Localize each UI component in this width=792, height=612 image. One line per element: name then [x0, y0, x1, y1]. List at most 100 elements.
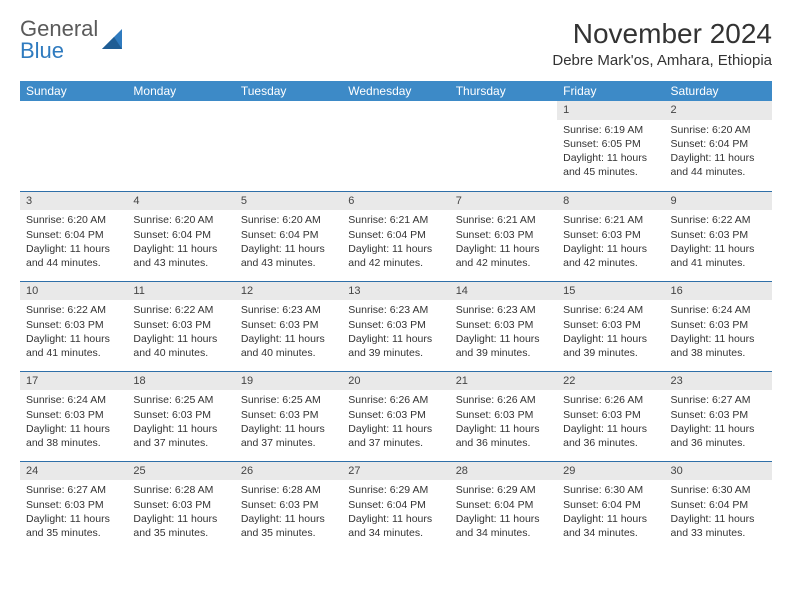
sunset: Sunset: 6:03 PM	[671, 229, 749, 241]
weekday-saturday: Saturday	[665, 81, 772, 101]
weekday-sunday: Sunday	[20, 81, 127, 101]
calendar-cell: 3Sunrise: 6:20 AMSunset: 6:04 PMDaylight…	[20, 191, 127, 281]
sunrise: Sunrise: 6:30 AM	[563, 484, 643, 496]
sunrise: Sunrise: 6:28 AM	[133, 484, 213, 496]
day-number: 22	[557, 372, 664, 391]
day-content: Sunrise: 6:28 AMSunset: 6:03 PMDaylight:…	[235, 480, 342, 546]
sunrise: Sunrise: 6:22 AM	[133, 304, 213, 316]
calendar-cell: ··	[342, 101, 449, 191]
day-number: 12	[235, 282, 342, 301]
day-content: Sunrise: 6:27 AMSunset: 6:03 PMDaylight:…	[665, 390, 772, 456]
sunrise: Sunrise: 6:25 AM	[241, 394, 321, 406]
sunrise: Sunrise: 6:22 AM	[26, 304, 106, 316]
calendar-cell: 28Sunrise: 6:29 AMSunset: 6:04 PMDayligh…	[450, 461, 557, 551]
day-number: 10	[20, 282, 127, 301]
weekday-wednesday: Wednesday	[342, 81, 449, 101]
sunset: Sunset: 6:04 PM	[133, 229, 211, 241]
calendar-cell: 2Sunrise: 6:20 AMSunset: 6:04 PMDaylight…	[665, 101, 772, 191]
daylight: Daylight: 11 hours and 42 minutes.	[348, 243, 432, 269]
sunset: Sunset: 6:04 PM	[671, 138, 749, 150]
daylight: Daylight: 11 hours and 38 minutes.	[26, 423, 110, 449]
sunrise: Sunrise: 6:23 AM	[348, 304, 428, 316]
sunrise: Sunrise: 6:21 AM	[563, 214, 643, 226]
daylight: Daylight: 11 hours and 36 minutes.	[563, 423, 647, 449]
sunrise: Sunrise: 6:28 AM	[241, 484, 321, 496]
calendar-cell: 30Sunrise: 6:30 AMSunset: 6:04 PMDayligh…	[665, 461, 772, 551]
day-number: 17	[20, 372, 127, 391]
daylight: Daylight: 11 hours and 42 minutes.	[456, 243, 540, 269]
title-block: November 2024 Debre Mark'os, Amhara, Eth…	[552, 18, 772, 69]
sunset: Sunset: 6:03 PM	[241, 319, 319, 331]
day-content: Sunrise: 6:20 AMSunset: 6:04 PMDaylight:…	[20, 210, 127, 276]
daylight: Daylight: 11 hours and 38 minutes.	[671, 333, 755, 359]
day-content: Sunrise: 6:20 AMSunset: 6:04 PMDaylight:…	[127, 210, 234, 276]
daylight: Daylight: 11 hours and 36 minutes.	[671, 423, 755, 449]
day-content: Sunrise: 6:21 AM Sunset: 6:03 PM Daylight:…	[557, 210, 664, 276]
calendar-cell: 19Sunrise: 6:25 AMSunset: 6:03 PMDayligh…	[235, 371, 342, 461]
sunrise: Sunrise: 6:24 AM	[563, 304, 643, 316]
day-number: 28	[450, 462, 557, 481]
calendar-cell: 18Sunrise: 6:25 AMSunset: 6:03 PMDayligh…	[127, 371, 234, 461]
day-content: Sunrise: 6:24 AMSunset: 6:03 PMDaylight:…	[665, 300, 772, 366]
header: General Blue November 2024 Debre Mark'os…	[20, 18, 772, 69]
sunrise: Sunrise: 6:27 AM	[26, 484, 106, 496]
day-content: Sunrise: 6:19 AMSunset: 6:05 PMDaylight:…	[557, 120, 664, 186]
daylight: Daylight: 11 hours and 45 minutes.	[563, 152, 647, 178]
daylight: Daylight: 11 hours and 39 minutes.	[563, 333, 647, 359]
day-number: 5	[235, 192, 342, 211]
sunrise: Sunrise: 6:21 AM	[456, 214, 536, 226]
calendar-cell: 25Sunrise: 6:28 AMSunset: 6:03 PMDayligh…	[127, 461, 234, 551]
day-number: 23	[665, 372, 772, 391]
sunrise: Sunrise: 6:20 AM	[133, 214, 213, 226]
sunrise: Sunrise: 6:26 AM	[456, 394, 536, 406]
calendar-row: 17Sunrise: 6:24 AMSunset: 6:03 PMDayligh…	[20, 371, 772, 461]
day-number: 29	[557, 462, 664, 481]
calendar-row: 10 Sunrise: 6:22 AM Sunset: 6:03 PM Dayligh…	[20, 281, 772, 371]
day-number: 15	[557, 282, 664, 301]
day-number: 25	[127, 462, 234, 481]
day-content: Sunrise: 6:23 AMSunset: 6:03 PMDaylight:…	[450, 300, 557, 366]
day-number: 18	[127, 372, 234, 391]
calendar-cell: 7Sunrise: 6:21 AMSunset: 6:03 PMDaylight…	[450, 191, 557, 281]
calendar-row: 3Sunrise: 6:20 AMSunset: 6:04 PMDaylight…	[20, 191, 772, 281]
daylight: Daylight: 11 hours and 44 minutes.	[26, 243, 110, 269]
calendar-cell: 5Sunrise: 6:20 AMSunset: 6:04 PMDaylight…	[235, 191, 342, 281]
sunrise: Sunrise: 6:20 AM	[241, 214, 321, 226]
day-content: Sunrise: 6:26 AM Sunset: 6:03 PM Daylight:…	[557, 390, 664, 456]
calendar-body: ··········1Sunrise: 6:19 AMSunset: 6:05 …	[20, 101, 772, 551]
day-content: Sunrise: 6:30 AMSunset: 6:04 PMDaylight:…	[665, 480, 772, 546]
sunrise: Sunrise: 6:26 AM	[563, 394, 643, 406]
calendar-cell: 4Sunrise: 6:20 AMSunset: 6:04 PMDaylight…	[127, 191, 234, 281]
day-content: Sunrise: 6:20 AMSunset: 6:04 PMDaylight:…	[235, 210, 342, 276]
day-content: Sunrise: 6:28 AMSunset: 6:03 PMDaylight:…	[127, 480, 234, 546]
sunrise: Sunrise: 6:29 AM	[456, 484, 536, 496]
sunset: Sunset: 6:03 PM	[133, 499, 211, 511]
daylight: Daylight: 11 hours and 34 minutes.	[348, 513, 432, 539]
day-content: Sunrise: 6:22 AMSunset: 6:03 PMDaylight:…	[665, 210, 772, 276]
calendar-cell: ··	[127, 101, 234, 191]
sunrise: Sunrise: 6:24 AM	[671, 304, 751, 316]
sunset: Sunset: 6:03 PM	[563, 229, 641, 241]
sunset: Sunset: 6:04 PM	[563, 499, 641, 511]
daylight: Daylight: 11 hours and 37 minutes.	[348, 423, 432, 449]
day-number: 14	[450, 282, 557, 301]
daylight: Daylight: 11 hours and 42 minutes.	[563, 243, 647, 269]
sunset: Sunset: 6:03 PM	[133, 319, 211, 331]
sunset: Sunset: 6:03 PM	[563, 409, 641, 421]
calendar-cell: 12Sunrise: 6:23 AMSunset: 6:03 PMDayligh…	[235, 281, 342, 371]
sunset: Sunset: 6:03 PM	[456, 319, 534, 331]
weekday-header-row: SundayMondayTuesdayWednesdayThursdayFrid…	[20, 81, 772, 101]
sunset: Sunset: 6:03 PM	[348, 319, 426, 331]
day-content: Sunrise: 6:26 AMSunset: 6:03 PMDaylight:…	[342, 390, 449, 456]
sunset: Sunset: 6:04 PM	[348, 499, 426, 511]
day-content: Sunrise: 6:24 AMSunset: 6:03 PMDaylight:…	[20, 390, 127, 456]
sunrise: Sunrise: 6:22 AM	[671, 214, 751, 226]
day-content: Sunrise: 6:21 AMSunset: 6:03 PMDaylight:…	[450, 210, 557, 276]
calendar-cell: ··	[20, 101, 127, 191]
calendar-cell: 24Sunrise: 6:27 AMSunset: 6:03 PMDayligh…	[20, 461, 127, 551]
daylight: Daylight: 11 hours and 37 minutes.	[133, 423, 217, 449]
sunset: Sunset: 6:04 PM	[456, 499, 534, 511]
day-content: Sunrise: 6:25 AMSunset: 6:03 PMDaylight:…	[235, 390, 342, 456]
sunset: Sunset: 6:04 PM	[241, 229, 319, 241]
weekday-monday: Monday	[127, 81, 234, 101]
